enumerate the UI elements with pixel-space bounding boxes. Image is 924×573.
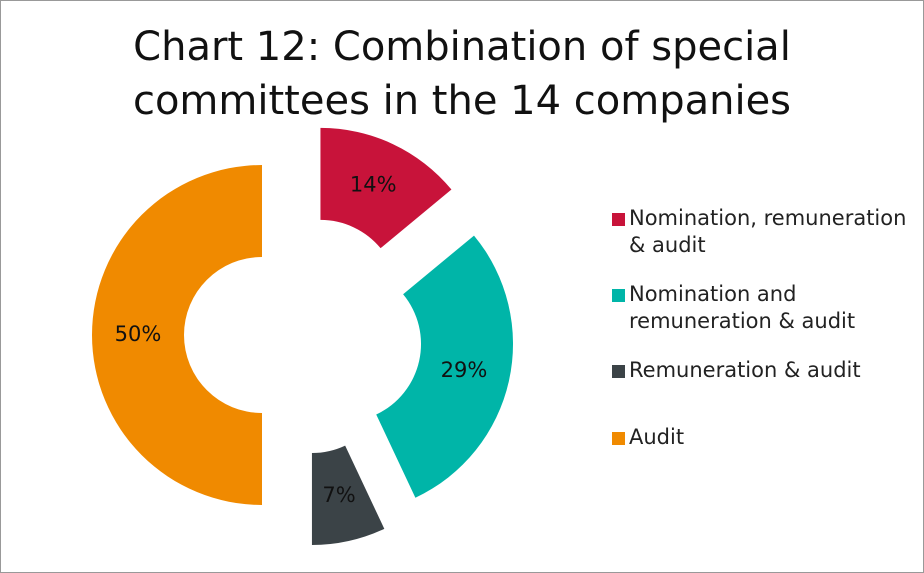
chart-title: Chart 12: Combination of special committ… <box>132 24 792 124</box>
data-label: 7% <box>322 483 355 507</box>
legend-item: Nomination and remuneration & audit <box>612 281 912 335</box>
data-label: 29% <box>441 358 488 382</box>
legend-item: Remuneration & audit <box>612 357 912 384</box>
data-label: 50% <box>115 322 162 346</box>
chart: 14% 29% 7% 50% <box>92 127 514 546</box>
donut-slice <box>320 127 452 249</box>
legend-item: Nomination, remuneration & audit <box>612 205 912 259</box>
donut-slice <box>311 445 385 546</box>
donut-slice <box>92 165 262 505</box>
legend-label: Audit <box>629 425 685 449</box>
legend-swatch <box>612 365 625 378</box>
legend-item: Audit <box>612 424 912 451</box>
legend-label: Nomination and remuneration & audit <box>629 282 856 333</box>
legend-label: Nomination, remuneration & audit <box>629 206 907 257</box>
donut-slice <box>376 235 514 498</box>
legend-swatch <box>612 432 625 445</box>
legend-label: Remuneration & audit <box>629 358 861 382</box>
data-label: 14% <box>350 173 397 197</box>
legend: Nomination, remuneration & audit Nominati… <box>612 205 912 451</box>
legend-swatch <box>612 213 625 226</box>
legend-swatch <box>612 289 625 302</box>
